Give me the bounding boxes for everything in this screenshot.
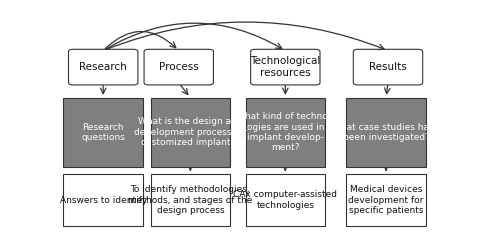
Text: Process: Process bbox=[159, 62, 198, 72]
Text: What is the design and
development process for
customized implants?: What is the design and development proce… bbox=[134, 117, 247, 147]
FancyBboxPatch shape bbox=[346, 98, 426, 167]
Text: To identify methodologies,
methods, and stages of the
design process: To identify methodologies, methods, and … bbox=[128, 185, 252, 215]
Text: Medical devices
development for
specific patients: Medical devices development for specific… bbox=[348, 185, 424, 215]
Text: CAx computer-assisted
technologies: CAx computer-assisted technologies bbox=[234, 190, 338, 210]
Text: What kind of technol-
ogies are used in
implant develop-
ment?: What kind of technol- ogies are used in … bbox=[236, 112, 334, 152]
FancyBboxPatch shape bbox=[346, 174, 426, 226]
Text: Research: Research bbox=[80, 62, 127, 72]
FancyBboxPatch shape bbox=[64, 174, 143, 226]
FancyBboxPatch shape bbox=[250, 49, 320, 85]
FancyBboxPatch shape bbox=[68, 49, 138, 85]
FancyBboxPatch shape bbox=[150, 174, 230, 226]
Text: Research
questions: Research questions bbox=[81, 122, 125, 142]
Text: Results: Results bbox=[369, 62, 407, 72]
Text: Answers to identify: Answers to identify bbox=[60, 196, 147, 205]
FancyBboxPatch shape bbox=[246, 98, 325, 167]
Text: What case studies have
been investigated?: What case studies have been investigated… bbox=[332, 122, 440, 142]
FancyBboxPatch shape bbox=[64, 98, 143, 167]
FancyBboxPatch shape bbox=[246, 174, 325, 226]
FancyBboxPatch shape bbox=[354, 49, 422, 85]
Text: Technological
resources: Technological resources bbox=[250, 56, 320, 78]
FancyBboxPatch shape bbox=[150, 98, 230, 167]
FancyBboxPatch shape bbox=[144, 49, 214, 85]
